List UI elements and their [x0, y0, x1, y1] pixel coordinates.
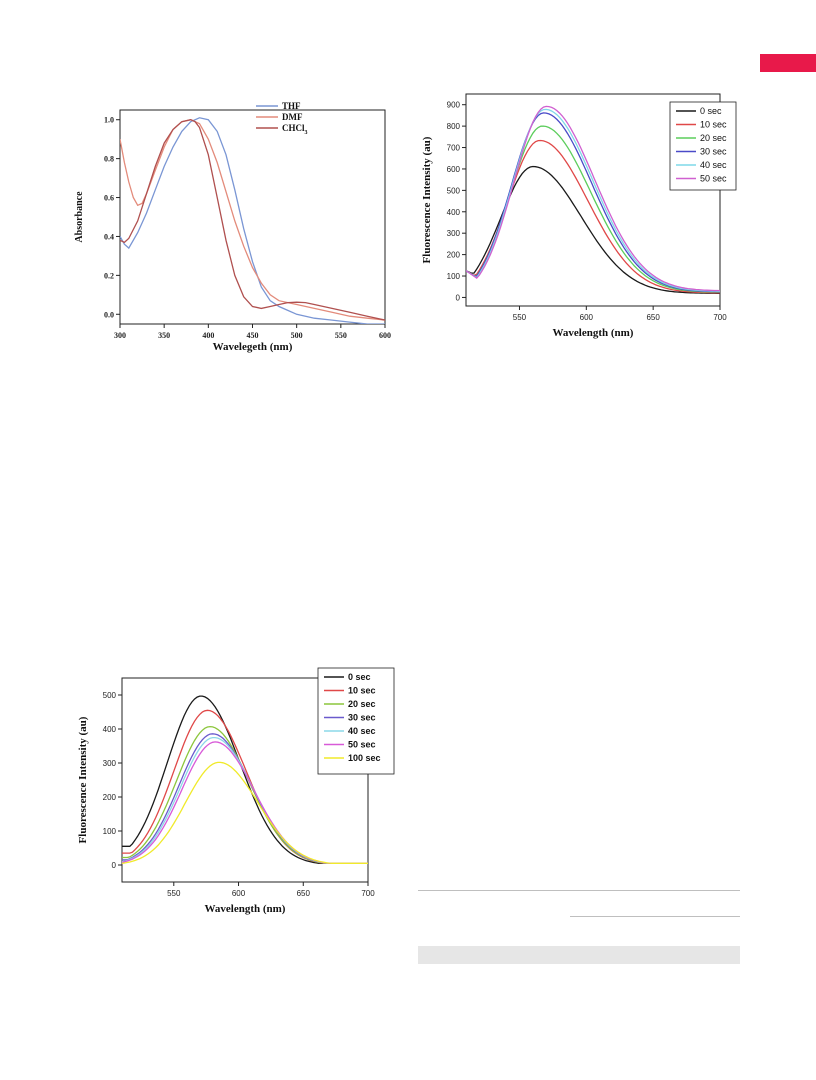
y-axis-label: Fluorescence Intensity (au) [77, 716, 89, 843]
legend-label: 20 sec [700, 133, 727, 143]
fluorescence-increase-chart: 550 600 650 700 0 100 200 300 400 500 600 700 800 900… [421, 93, 737, 339]
y-tick-label: 0 [456, 293, 461, 302]
x-tick-label: 550 [513, 313, 527, 322]
y-tick-label: 1.0 [104, 116, 114, 125]
y-axis-label: Absorbance [74, 191, 85, 243]
legend-label: 10 sec [348, 686, 376, 696]
x-tick-label: 300 [114, 331, 126, 340]
y-tick-label: 0.4 [104, 232, 114, 241]
x-tick-label: 700 [361, 889, 375, 898]
y-tick-label: 0.0 [104, 310, 114, 319]
y-tick-label: 300 [447, 229, 461, 238]
x-tick-label: 650 [646, 313, 660, 322]
fluorescence-decrease-chart: 550 600 650 700 0 100 200 300 400 500 Wavelength (… [77, 667, 395, 915]
y-tick-label: 900 [447, 101, 461, 110]
y-tick-label: 400 [103, 725, 117, 734]
legend-label: 50 sec [348, 740, 376, 750]
x-tick-label: 500 [291, 331, 303, 340]
x-axis-label: Wavelegeth (nm) [213, 341, 293, 353]
divider-rule-short [570, 916, 740, 917]
x-tick-label: 600 [232, 889, 246, 898]
legend-label: THF [282, 101, 301, 111]
x-tick-label: 450 [247, 331, 259, 340]
legend-label: 30 sec [700, 147, 727, 157]
x-axis-label: Wavelength (nm) [553, 327, 634, 339]
x-tick-label: 350 [158, 331, 170, 340]
series-line [466, 108, 720, 292]
legend-label: 40 sec [348, 726, 376, 736]
series-line [120, 119, 385, 321]
x-tick-label: 550 [335, 331, 347, 340]
y-tick-label: 300 [103, 759, 117, 768]
y-tick-label: 100 [103, 827, 117, 836]
y-tick-label: 0.8 [104, 155, 114, 164]
x-tick-label: 600 [379, 331, 391, 340]
series-line [466, 105, 720, 292]
series-line [120, 117, 385, 324]
legend-label: 100 sec [348, 753, 381, 763]
divider-rule [418, 890, 740, 891]
y-tick-label: 500 [447, 186, 461, 195]
plot-frame [121, 677, 369, 883]
y-axis-label: Fluorescence Intensity (au) [421, 136, 433, 263]
legend-label: 20 sec [348, 699, 376, 709]
series-line [122, 761, 368, 864]
legend-box [669, 101, 737, 191]
y-tick-label: 800 [447, 122, 461, 131]
y-tick-label: 700 [447, 144, 461, 153]
footer-bar [418, 946, 740, 964]
plot-frame [119, 109, 386, 325]
section-tab [760, 54, 816, 72]
x-tick-label: 400 [202, 331, 214, 340]
y-tick-label: 100 [447, 272, 461, 281]
x-axis-label: Wavelength (nm) [205, 903, 286, 915]
y-tick-label: 200 [103, 793, 117, 802]
legend-label: CHCl3 [282, 123, 308, 136]
legend-label: 0 sec [348, 672, 371, 682]
y-tick-label: 200 [447, 251, 461, 260]
x-tick-label: 600 [580, 313, 594, 322]
y-tick-label: 0.6 [104, 194, 114, 203]
x-tick-label: 700 [713, 313, 727, 322]
y-tick-label: 0.2 [104, 271, 114, 280]
y-tick-label: 0 [112, 861, 117, 870]
legend-label: 50 sec [700, 174, 727, 184]
legend-label: DMF [282, 112, 303, 122]
legend-label: 30 sec [348, 713, 376, 723]
series-line [466, 112, 720, 293]
y-tick-label: 500 [103, 691, 117, 700]
legend-label: 10 sec [700, 120, 727, 130]
y-tick-label: 400 [447, 208, 461, 217]
legend-box [317, 667, 395, 775]
x-tick-label: 650 [297, 889, 311, 898]
plot-frame [465, 93, 721, 307]
legend-label: 40 sec [700, 160, 727, 170]
absorbance-chart: 300 350 400 450 500 550 600 0.0 0.2 0.4 0.6 0.8 1.0 W… [74, 101, 391, 353]
legend-label: 0 sec [700, 106, 722, 116]
series-line [120, 119, 385, 321]
x-tick-label: 550 [167, 889, 181, 898]
y-tick-label: 600 [447, 165, 461, 174]
